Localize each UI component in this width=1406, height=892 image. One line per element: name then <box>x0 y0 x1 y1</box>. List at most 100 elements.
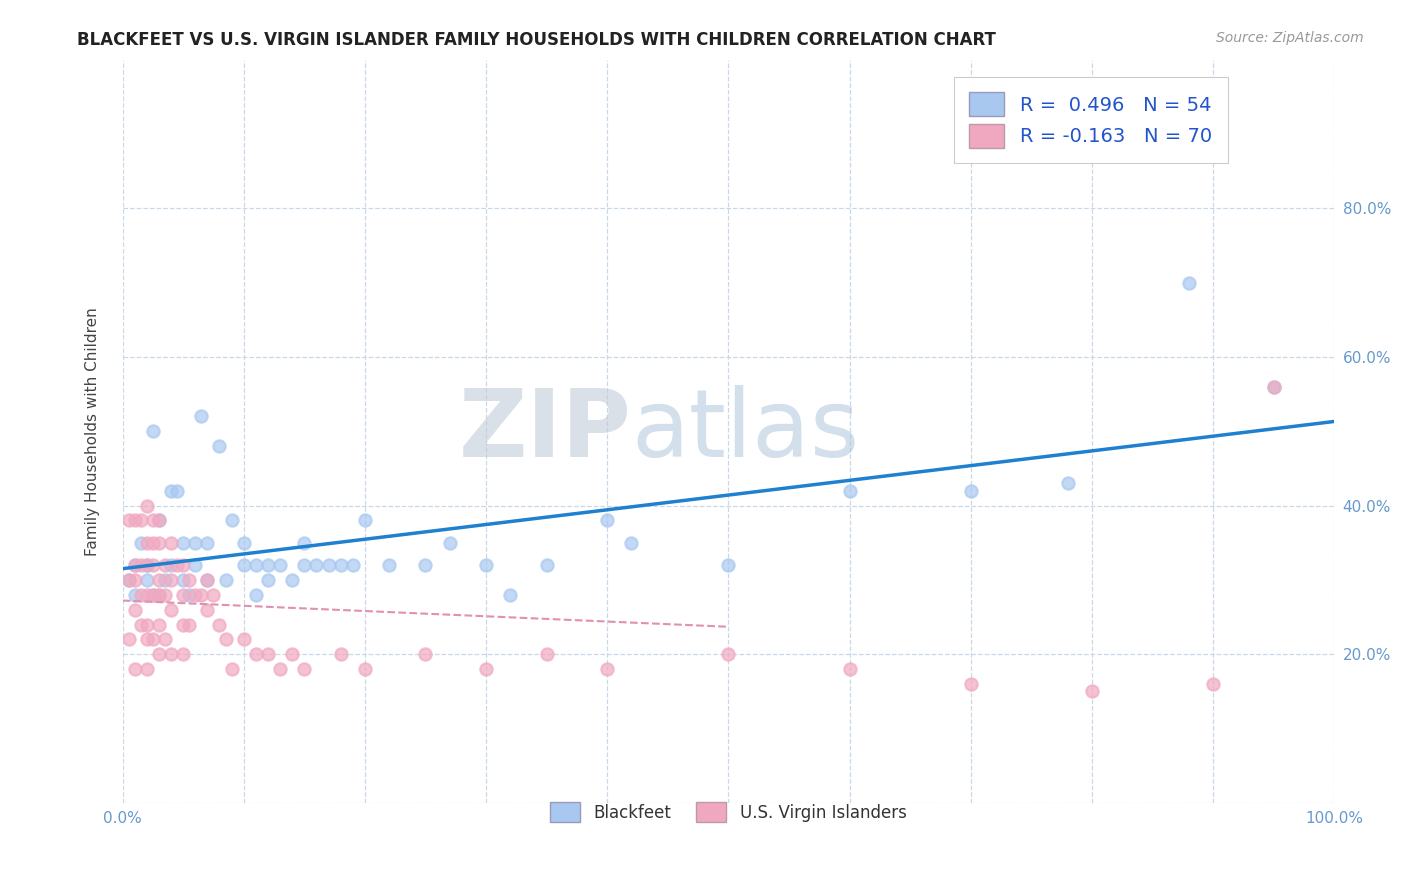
Point <box>214 573 236 587</box>
Point <box>257 573 280 587</box>
Point <box>292 558 315 573</box>
Point <box>148 588 170 602</box>
Point <box>232 558 254 573</box>
Point <box>142 558 165 573</box>
Point <box>353 662 375 676</box>
Point <box>172 617 194 632</box>
Point <box>166 483 188 498</box>
Point <box>135 573 157 587</box>
Point <box>142 513 165 527</box>
Point <box>190 409 212 424</box>
Text: ZIP: ZIP <box>458 385 631 477</box>
Point <box>257 648 280 662</box>
Point <box>281 648 304 662</box>
Point <box>117 513 139 527</box>
Point <box>124 513 146 527</box>
Point <box>269 558 291 573</box>
Point <box>1263 379 1285 393</box>
Point <box>190 588 212 602</box>
Point <box>166 558 188 573</box>
Point <box>124 588 146 602</box>
Point <box>160 573 183 587</box>
Point <box>129 536 152 550</box>
Point <box>838 662 860 676</box>
Point <box>135 558 157 573</box>
Point <box>329 558 352 573</box>
Point <box>179 617 201 632</box>
Point <box>129 588 152 602</box>
Point <box>318 558 340 573</box>
Point <box>124 558 146 573</box>
Point <box>179 573 201 587</box>
Point <box>160 648 183 662</box>
Point <box>959 483 981 498</box>
Point <box>124 573 146 587</box>
Text: Source: ZipAtlas.com: Source: ZipAtlas.com <box>1216 31 1364 45</box>
Point <box>153 588 176 602</box>
Point <box>415 648 437 662</box>
Point <box>596 513 619 527</box>
Point <box>117 573 139 587</box>
Point <box>142 588 165 602</box>
Point <box>129 617 152 632</box>
Point <box>257 558 280 573</box>
Point <box>214 632 236 647</box>
Point <box>838 483 860 498</box>
Point <box>1263 379 1285 393</box>
Point <box>342 558 364 573</box>
Point <box>142 536 165 550</box>
Point <box>135 558 157 573</box>
Point <box>717 558 740 573</box>
Point <box>148 573 170 587</box>
Point <box>959 677 981 691</box>
Point <box>292 662 315 676</box>
Point <box>620 536 643 550</box>
Point <box>172 573 194 587</box>
Point <box>129 513 152 527</box>
Point <box>142 632 165 647</box>
Point <box>536 648 558 662</box>
Point <box>232 632 254 647</box>
Point <box>717 648 740 662</box>
Point <box>475 662 498 676</box>
Point <box>1202 677 1225 691</box>
Point <box>160 536 183 550</box>
Point <box>135 588 157 602</box>
Point <box>135 499 157 513</box>
Point <box>1177 276 1199 290</box>
Point <box>281 573 304 587</box>
Point <box>148 513 170 527</box>
Point <box>439 536 461 550</box>
Point <box>135 662 157 676</box>
Point <box>475 558 498 573</box>
Point <box>1056 476 1078 491</box>
Point <box>195 573 218 587</box>
Point <box>184 558 207 573</box>
Point <box>353 513 375 527</box>
Point <box>221 513 243 527</box>
Point <box>208 439 231 453</box>
Point <box>232 536 254 550</box>
Point <box>184 536 207 550</box>
Point <box>245 648 267 662</box>
Point <box>245 558 267 573</box>
Point <box>499 588 522 602</box>
Text: atlas: atlas <box>631 385 859 477</box>
Text: BLACKFEET VS U.S. VIRGIN ISLANDER FAMILY HOUSEHOLDS WITH CHILDREN CORRELATION CH: BLACKFEET VS U.S. VIRGIN ISLANDER FAMILY… <box>77 31 997 49</box>
Point <box>160 483 183 498</box>
Point <box>172 588 194 602</box>
Point <box>117 632 139 647</box>
Point <box>153 632 176 647</box>
Point <box>221 662 243 676</box>
Point <box>142 588 165 602</box>
Point <box>135 536 157 550</box>
Point <box>269 662 291 676</box>
Point <box>135 617 157 632</box>
Point <box>195 603 218 617</box>
Point <box>172 536 194 550</box>
Point <box>129 558 152 573</box>
Point <box>536 558 558 573</box>
Point <box>124 558 146 573</box>
Point <box>160 603 183 617</box>
Point <box>179 588 201 602</box>
